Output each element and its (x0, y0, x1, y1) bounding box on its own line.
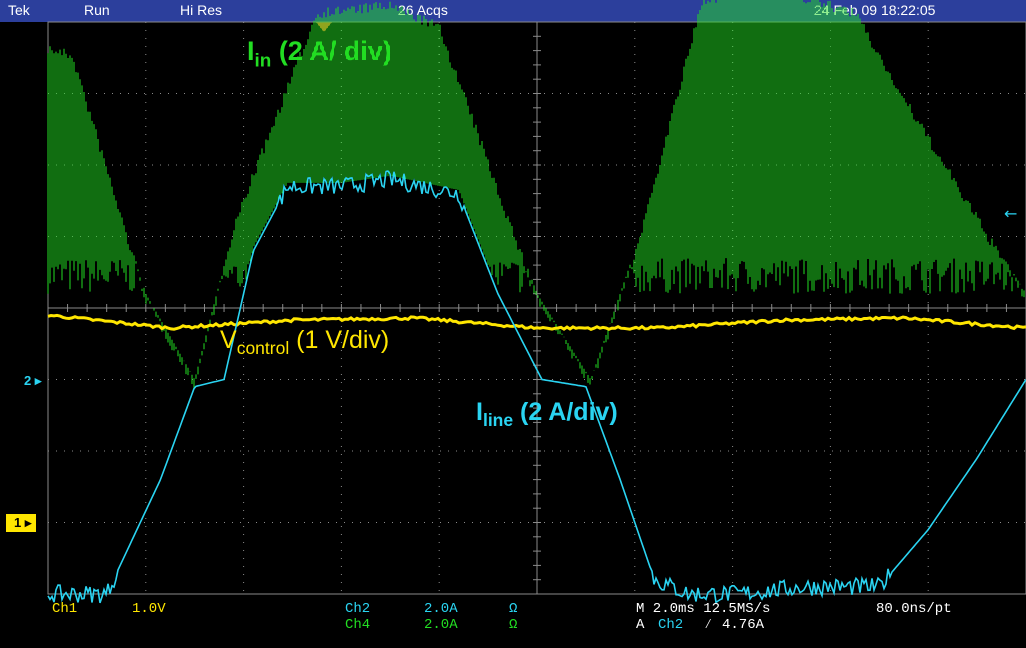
ch4-scale: 2.0A (424, 617, 458, 633)
trigger-slope-icon: ⁄ (704, 617, 713, 633)
graticule (47, 21, 1026, 595)
ch2-scale: 2.0A (424, 601, 458, 617)
ch2-waveform (47, 170, 1026, 604)
ch4-impedance: Ω (509, 617, 518, 633)
iline-annotation: Iline (2 A/div) (476, 398, 618, 431)
acquisition-mode: Hi Res (180, 2, 223, 18)
waveform-traces (47, 0, 1026, 604)
ch1-scale: 1.0V (132, 601, 166, 617)
vcontrol-annotation: Vcontrol (1 V/div) (220, 326, 389, 359)
iline-main: I (476, 398, 483, 426)
iin-rest: (2 A/ div) (271, 36, 392, 66)
ch2-ground-marker[interactable]: 2 ▸ (24, 373, 42, 388)
ch1-label: Ch1 (52, 601, 78, 617)
ch1-ground-marker[interactable]: 1 ▸ (6, 514, 36, 532)
ch1-marker-label: 1 (14, 515, 22, 530)
brand-label: Tek (8, 2, 30, 18)
trigger-prefix: A (636, 617, 645, 633)
iin-sub: in (254, 50, 272, 72)
ch2-marker-label: 2 (24, 373, 32, 388)
trigger-level: 4.76A (722, 617, 765, 633)
ch2-label: Ch2 (345, 601, 371, 617)
trigger-level-icon[interactable]: ← (1004, 204, 1018, 223)
iline-sub: line (482, 410, 514, 430)
iin-annotation: Iin (2 A/ div) (247, 36, 392, 72)
iline-rest: (2 A/div) (513, 398, 618, 426)
ch4-label: Ch4 (345, 617, 371, 633)
iin-main: I (247, 36, 255, 66)
acquisition-count: 26 Acqs (398, 2, 448, 18)
trigger-source: Ch2 (658, 617, 684, 633)
vcontrol-sub: control (236, 338, 290, 358)
record-length: 80.0ns/pt (876, 601, 952, 617)
timebase: M 2.0ms 12.5MS/s (636, 601, 771, 617)
ch2-impedance: Ω (509, 601, 518, 617)
vcontrol-rest: (1 V/div) (289, 326, 390, 354)
ch4-waveform (47, 0, 1025, 389)
ch1-waveform (47, 313, 1026, 332)
run-state: Run (84, 2, 110, 18)
vcontrol-main: V (220, 326, 237, 354)
